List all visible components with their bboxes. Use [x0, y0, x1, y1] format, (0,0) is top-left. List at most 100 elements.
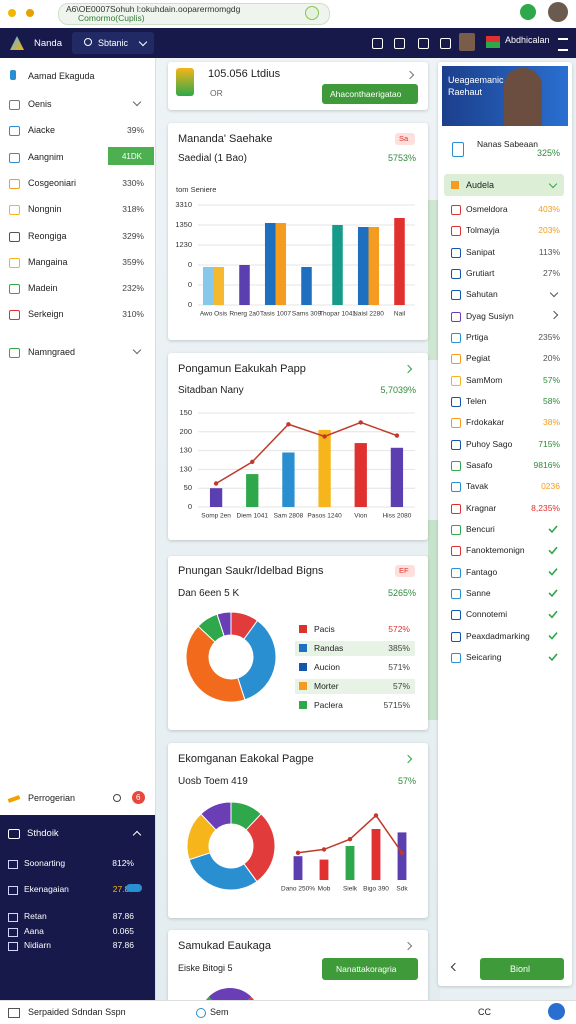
- list-item-label: Tavak: [466, 481, 489, 492]
- list-item-label: Puhoy Sago: [466, 438, 513, 449]
- profile-name: Ueagaemanic Raehaut: [448, 75, 504, 97]
- tab-icon[interactable]: [305, 6, 319, 20]
- nav-menu[interactable]: [558, 38, 568, 51]
- card-button[interactable]: [322, 958, 418, 980]
- list-item-label: Peaxdadmarking: [466, 630, 530, 641]
- list-item-value: 38%: [542, 417, 560, 428]
- item-icon: [9, 178, 20, 189]
- nav-item-label: Reongiga: [28, 230, 67, 241]
- row-icon: [8, 928, 18, 937]
- item-icon: [9, 347, 20, 358]
- card-value: 57%: [397, 776, 416, 786]
- legend-swatch: [299, 663, 307, 671]
- legend-label: Aucion: [314, 662, 340, 672]
- item-icon: [451, 588, 461, 599]
- nav-brand[interactable]: Nanda: [34, 38, 62, 49]
- item-icon: [451, 354, 461, 365]
- list-item-label: Connotemi: [466, 609, 508, 620]
- nav-item-label: Oenis: [28, 99, 52, 109]
- card-value: 5,7039%: [380, 385, 416, 395]
- card-logo: [176, 68, 194, 96]
- card: [168, 743, 428, 918]
- list-item-label: Fanoktemonign: [466, 545, 525, 556]
- item-icon: [451, 311, 461, 322]
- nav-avatar[interactable]: [459, 33, 475, 51]
- status-avatar[interactable]: [548, 1003, 565, 1020]
- footer-link[interactable]: Perrogerian: [28, 793, 76, 803]
- item-icon: [451, 631, 461, 642]
- list-item-value: 113%: [538, 246, 560, 257]
- card-value: 5265%: [387, 588, 416, 598]
- list-item-value: 27%: [542, 267, 560, 278]
- card-button-text: Nanattakoragria: [336, 964, 397, 974]
- back-icon: [8, 9, 16, 17]
- list-item-label: Tolmayja: [466, 225, 500, 236]
- list-item-value: 715%: [538, 438, 560, 449]
- nav-item-value: 330%: [122, 177, 144, 188]
- nav-icon[interactable]: [372, 38, 383, 49]
- sidebar-icon: [10, 70, 16, 80]
- right-button[interactable]: [480, 958, 564, 980]
- item-icon: [451, 567, 461, 578]
- panel-row-label: Soonarting: [24, 858, 66, 868]
- url-text: A6\OE0007Sohuh l:okuhdain.ooparermomgdg: [66, 4, 241, 14]
- legend-label: Randas: [314, 643, 344, 653]
- legend-row-bg: [295, 641, 415, 656]
- nav-item-label: Aangnim: [28, 151, 64, 162]
- row-icon: [8, 913, 18, 922]
- item-icon: [9, 284, 20, 295]
- list-item-label: Pegiat: [466, 353, 491, 364]
- status-bar: [0, 1000, 576, 1024]
- item-icon: [9, 152, 20, 163]
- item-icon: [451, 418, 461, 429]
- card-subtitle: OR: [210, 88, 223, 98]
- summary-label: Nanas Sabeaan: [477, 139, 538, 149]
- item-icon: [9, 310, 20, 321]
- status-left: Serpaided Sdndan Sspn: [28, 1007, 126, 1017]
- nav-item-label: Nongnin: [28, 204, 62, 215]
- url-field[interactable]: [58, 3, 330, 25]
- nav-item-value: 329%: [122, 230, 144, 241]
- nav-item-value: 310%: [122, 309, 144, 320]
- avatar[interactable]: [548, 2, 568, 22]
- nav-icon[interactable]: [418, 38, 429, 49]
- card-button[interactable]: [322, 84, 418, 104]
- nav-item[interactable]: [0, 342, 154, 362]
- item-icon: [451, 375, 461, 386]
- legend-label: Pacis: [314, 624, 335, 634]
- list-item-label: SamMom: [466, 374, 503, 385]
- card-subtitle: Saedial (1 Bao): [178, 153, 247, 164]
- list-item-value: 235%: [538, 331, 560, 342]
- card-subtitle: Uosb Toem 419: [178, 776, 248, 787]
- refresh-icon: [26, 9, 34, 17]
- item-icon: [451, 503, 461, 514]
- nav-icon[interactable]: [394, 38, 405, 49]
- card-badge: [395, 565, 415, 577]
- nav-item-value: 232%: [122, 283, 144, 294]
- nav-icon[interactable]: [440, 38, 451, 49]
- search-text: Sbtanic: [98, 38, 129, 48]
- legend-value: 571%: [388, 662, 410, 672]
- item-icon: [9, 231, 20, 242]
- item-icon: [451, 396, 461, 407]
- panel-row-value: 27.86: [112, 884, 134, 894]
- status-right: CC: [478, 1007, 491, 1017]
- legend-swatch: [299, 644, 307, 652]
- nav-user[interactable]: Abdhicalan: [505, 35, 550, 45]
- search-box[interactable]: [72, 32, 154, 54]
- item-icon: [451, 652, 461, 663]
- plus-button[interactable]: [520, 4, 536, 20]
- section-bg[interactable]: [444, 174, 564, 196]
- panel-icon: [8, 829, 20, 839]
- list-item-value: 403%: [538, 204, 560, 214]
- legend-value: 385%: [388, 643, 410, 653]
- legend-row-bg: [295, 679, 415, 694]
- notif-count: 6: [136, 793, 141, 802]
- toggle[interactable]: [126, 884, 142, 892]
- nav-item[interactable]: [0, 94, 154, 114]
- list-item-value: 8,235%: [531, 502, 560, 513]
- card-badge-text: EF: [399, 566, 409, 575]
- item-icon: [9, 205, 20, 216]
- list-item-label: Dyag Susiyn: [466, 310, 514, 321]
